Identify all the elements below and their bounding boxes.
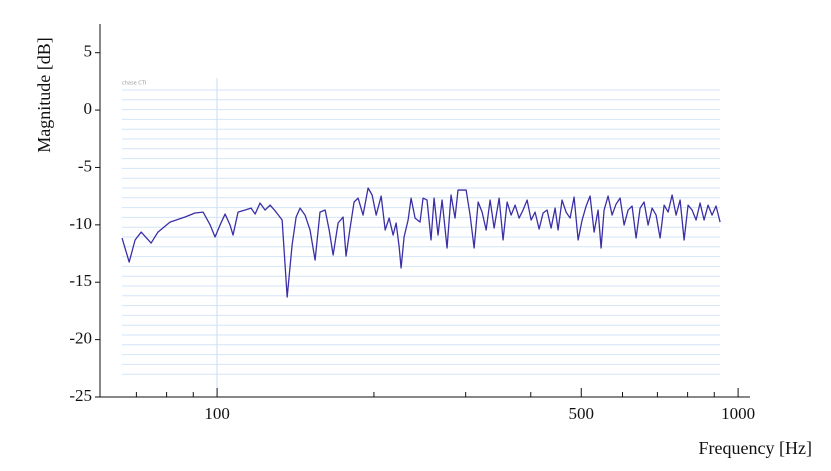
y-tick-label: 0	[84, 99, 93, 118]
y-tick-label: 5	[84, 42, 93, 61]
watermark: chase CTI	[122, 81, 146, 87]
y-tick-label: -10	[69, 214, 92, 233]
y-tick-label: -25	[69, 386, 92, 405]
x-tick-label: 500	[569, 404, 595, 423]
x-tick-label: 1000	[721, 404, 755, 423]
y-tick-label: -20	[69, 329, 92, 348]
y-axis-label: Magnitude [dB]	[34, 37, 54, 152]
background-pattern	[122, 89, 720, 375]
x-axis-label: Frequency [Hz]	[699, 438, 812, 458]
x-tick-label: 100	[204, 404, 230, 423]
data-line	[121, 187, 721, 298]
y-tick-label: -15	[69, 271, 92, 290]
y-tick-label: -5	[78, 156, 92, 175]
